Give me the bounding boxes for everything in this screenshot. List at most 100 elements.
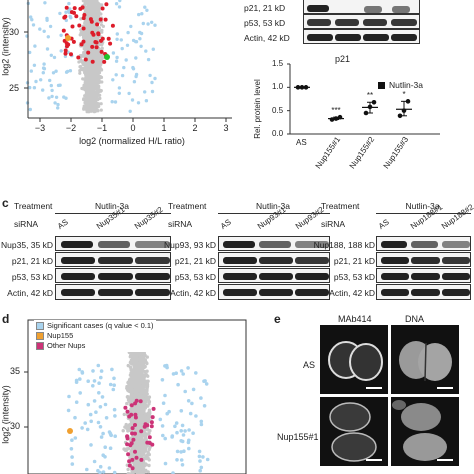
data-point	[397, 113, 403, 119]
legend-d-text: Nup155	[47, 331, 74, 341]
band	[97, 273, 133, 280]
treatment-label: Treatment	[14, 201, 53, 211]
ytick-d-30: 30	[10, 421, 21, 431]
panel-letter-e: e	[274, 312, 281, 326]
col-label-dna: DNA	[405, 314, 425, 324]
band	[134, 257, 170, 264]
blot-b-label-actin: Actin, 42 kD	[244, 33, 290, 43]
blot-row	[218, 236, 330, 251]
blot-row	[55, 252, 171, 267]
band	[411, 241, 438, 248]
xtick-label-a: 2	[192, 123, 198, 133]
legend-d-item: Other Nups	[36, 341, 154, 351]
blot-row-label: Actin, 42 kD	[7, 288, 53, 298]
blot-row	[218, 268, 330, 283]
band	[259, 273, 293, 280]
significance-label: *	[402, 90, 406, 100]
band	[97, 289, 133, 296]
blot-b-label-p21: p21, 21 kD	[244, 3, 286, 13]
band	[441, 257, 470, 264]
micrograph-as-dna	[391, 325, 459, 394]
treatment-label: Treatment	[168, 201, 207, 211]
band	[411, 289, 440, 296]
data-point	[405, 99, 411, 104]
band	[60, 289, 96, 296]
band	[223, 241, 255, 248]
blot-b-label-p53: p53, 53 kD	[244, 18, 286, 28]
ylabel-a: log2 (intensity)	[0, 17, 11, 76]
row-label-as: AS	[303, 360, 316, 370]
legend-d-text: Other Nups	[47, 341, 86, 351]
band	[223, 257, 258, 264]
blot-row-label: p53, 53 kD	[11, 272, 53, 282]
blot-row	[376, 268, 471, 283]
xtick-label-b: AS	[296, 138, 307, 147]
col-label-mab414: MAb414	[338, 314, 372, 324]
blot-row	[376, 284, 471, 300]
treatment-value: Nutlin-3a	[405, 201, 440, 211]
nup155-point	[65, 35, 71, 41]
panel-letter-d: d	[2, 312, 10, 326]
band	[295, 273, 329, 280]
data-point	[401, 108, 407, 113]
sirna-label: siRNA	[168, 219, 193, 229]
treatment-value: Nutlin-3a	[256, 201, 291, 211]
blot-row-label: p21, 21 kD	[174, 256, 216, 266]
blot-row-label: Nup35, 35 kD	[1, 240, 53, 250]
blot-row	[376, 252, 471, 267]
significance-label: **	[366, 91, 374, 101]
lane-label: Nup188#2	[440, 202, 474, 231]
blot-row-label: p21, 21 kD	[11, 256, 53, 266]
blot-b-p53	[303, 14, 420, 29]
row-label-nup155-1: Nup155#1	[277, 432, 319, 442]
band	[411, 273, 440, 280]
ytick-d-35: 35	[10, 366, 21, 376]
data-point	[337, 114, 343, 120]
band	[295, 241, 329, 248]
lane-label: AS	[218, 217, 233, 231]
lane-label: AS	[376, 217, 391, 231]
band	[259, 289, 293, 296]
band	[295, 289, 329, 296]
data-point	[367, 104, 373, 110]
blot-row-label: p21, 21 kD	[333, 256, 375, 266]
ytick-a-30: 30	[9, 27, 20, 37]
data-point	[363, 110, 369, 116]
band	[441, 273, 470, 280]
chart-b-plot	[287, 63, 440, 135]
band	[134, 241, 170, 248]
chart-b-title: p21	[335, 54, 351, 64]
band	[60, 241, 94, 248]
ytick-label-b: 1.5	[272, 59, 284, 68]
blot-row-label: p53, 53 kD	[174, 272, 216, 282]
blot-b-p21	[303, 0, 420, 14]
micrograph-nup155-mab414	[320, 397, 388, 466]
legend-d-text: Significant cases (q value < 0.1)	[47, 321, 154, 331]
treatment-bar	[55, 213, 171, 214]
blot-row	[218, 252, 330, 267]
band	[223, 273, 258, 280]
micrograph-nup155-dna	[391, 397, 459, 466]
legend-b-label: Nutlin-3a	[389, 80, 424, 90]
blot-row-label: p53, 53 kD	[333, 272, 375, 282]
band	[223, 289, 258, 296]
band	[259, 257, 293, 264]
blot-b-actin	[303, 29, 420, 44]
band	[441, 241, 470, 248]
band	[259, 241, 291, 248]
blot-row	[218, 284, 330, 300]
blot-row	[55, 284, 171, 300]
xtick-label-a: −1	[96, 123, 108, 133]
panel-letter-c: c	[2, 196, 9, 210]
significance-label: ***	[331, 106, 341, 116]
band	[134, 273, 170, 280]
legend-d-swatch	[36, 322, 44, 330]
highlight-point	[104, 54, 110, 60]
data-point	[295, 85, 301, 90]
legend-d: Significant cases (q value < 0.1) Nup155 O…	[34, 320, 156, 352]
band	[441, 289, 470, 296]
band	[60, 273, 96, 280]
legend-b-swatch	[378, 82, 385, 89]
blot-row-label: Nup188, 188 kD	[313, 240, 375, 250]
panel-a-plot	[24, 0, 232, 122]
